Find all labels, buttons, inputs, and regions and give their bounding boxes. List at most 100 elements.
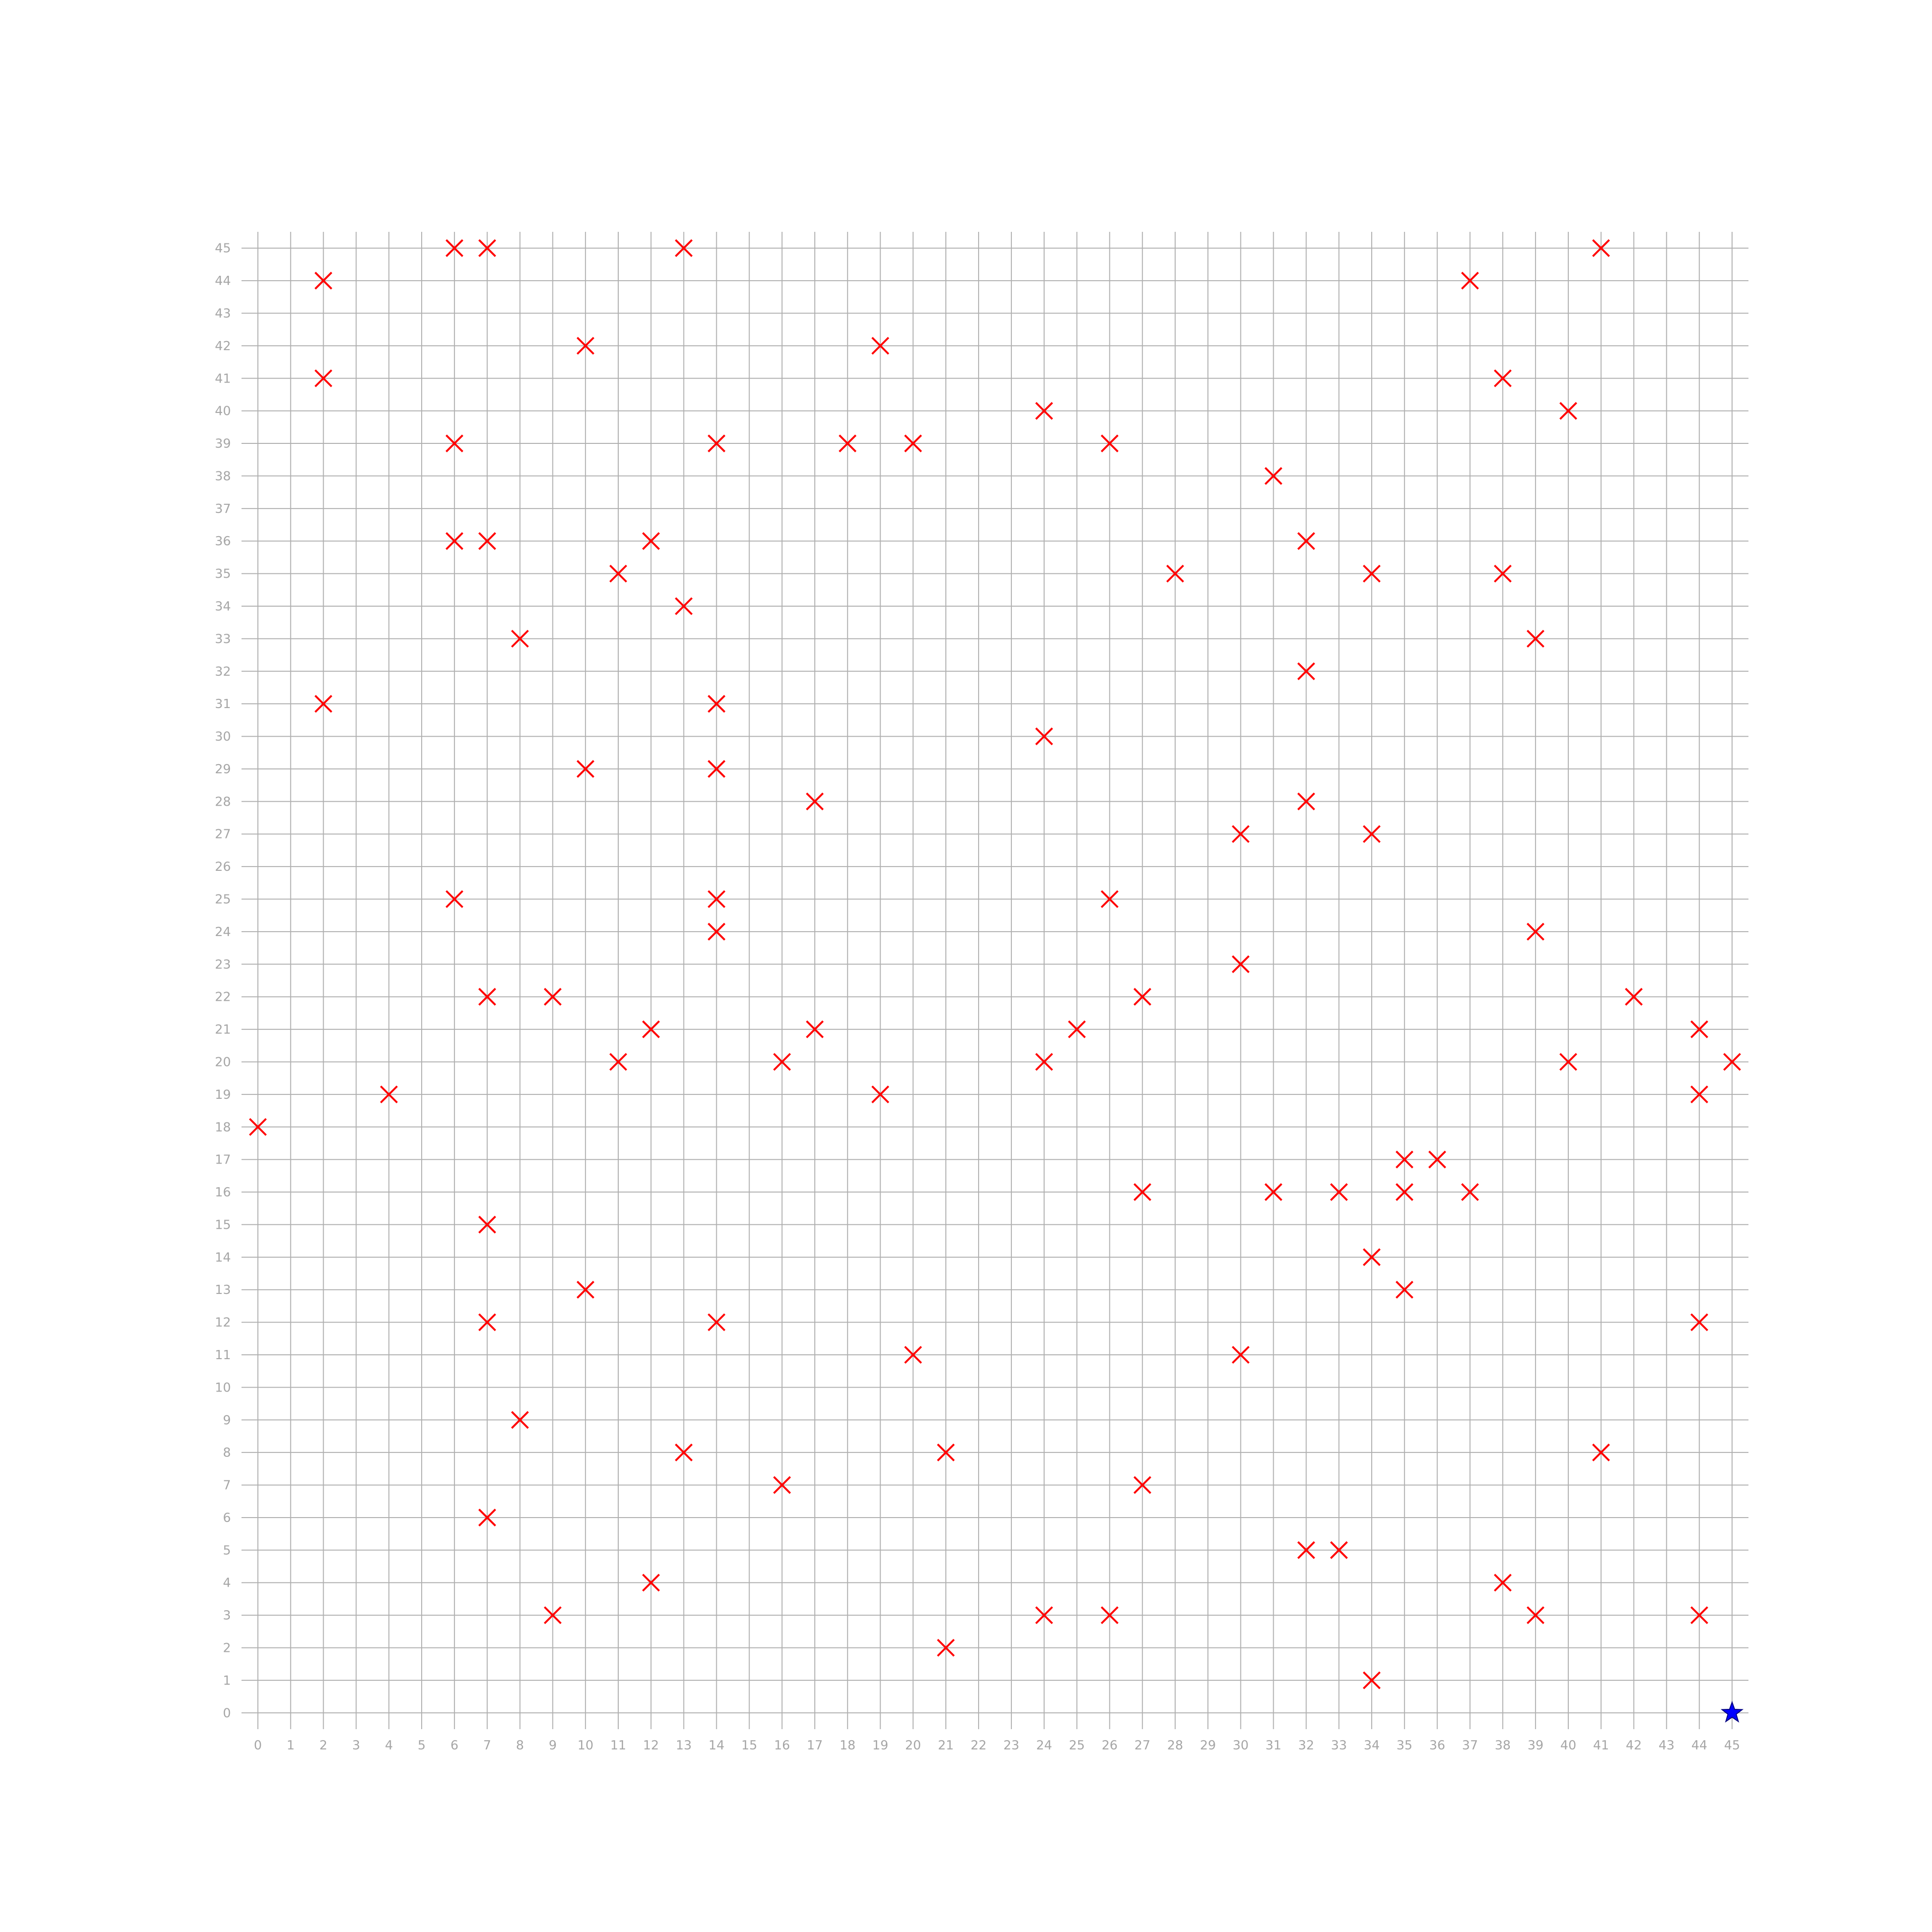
x-marker — [1690, 1313, 1708, 1332]
x-tick-label: 0 — [254, 1738, 262, 1753]
x-tick-label: 28 — [1167, 1738, 1183, 1753]
x-marker — [1461, 1183, 1479, 1201]
x-marker — [1690, 1020, 1708, 1038]
x-axis-tick-labels: 0 1 2 3 4 5 6 7 8 9 10 11 12 13 14 15 16 17 18 19 20 21 22 23 24… — [254, 1738, 1740, 1753]
y-tick-label: 37 — [215, 502, 231, 516]
x-marker — [708, 890, 725, 908]
x-marker — [675, 239, 693, 257]
x-tick-label: 27 — [1135, 1738, 1151, 1753]
x-marker — [1133, 988, 1151, 1006]
y-tick-label: 12 — [215, 1316, 231, 1330]
star-marker — [1720, 1701, 1744, 1723]
x-marker — [937, 1443, 955, 1462]
x-marker — [1559, 1053, 1577, 1071]
y-tick-label: 34 — [215, 599, 231, 614]
x-marker — [576, 1280, 595, 1299]
x-marker — [1232, 1346, 1250, 1364]
x-tick-label: 34 — [1364, 1738, 1379, 1753]
x-marker — [1363, 825, 1381, 843]
y-tick-label: 22 — [215, 990, 231, 1005]
y-tick-label: 7 — [223, 1478, 231, 1493]
x-tick-label: 31 — [1265, 1738, 1281, 1753]
y-tick-label: 2 — [223, 1641, 231, 1656]
x-marker — [609, 1053, 627, 1071]
x-tick-label: 13 — [676, 1738, 692, 1753]
x-marker — [1526, 923, 1545, 941]
y-tick-label: 35 — [215, 567, 231, 582]
y-tick-label: 1 — [223, 1674, 231, 1688]
y-tick-label: 17 — [215, 1153, 231, 1167]
y-tick-label: 44 — [215, 274, 231, 288]
y-tick-label: 32 — [215, 665, 231, 679]
x-marker — [543, 988, 562, 1006]
x-marker — [675, 1443, 693, 1462]
x-marker — [445, 239, 464, 257]
x-marker — [478, 1216, 497, 1234]
y-tick-label: 36 — [215, 534, 231, 549]
x-marker — [806, 792, 824, 810]
y-tick-label: 0 — [223, 1706, 231, 1720]
y-tick-label: 24 — [215, 925, 231, 939]
x-tick-label: 45 — [1724, 1738, 1740, 1753]
y-tick-label: 38 — [215, 469, 231, 483]
x-tick-label: 42 — [1626, 1738, 1642, 1753]
x-marker — [1100, 434, 1119, 453]
x-tick-label: 19 — [872, 1738, 888, 1753]
y-tick-label: 19 — [215, 1088, 231, 1102]
x-marker — [1493, 565, 1512, 583]
x-marker — [871, 1085, 890, 1104]
x-tick-label: 35 — [1396, 1738, 1412, 1753]
y-tick-label: 31 — [215, 697, 231, 711]
x-marker — [708, 434, 725, 453]
x-marker — [904, 434, 922, 453]
x-marker — [1035, 1053, 1053, 1071]
x-marker — [1133, 1476, 1151, 1494]
x-marker — [1166, 565, 1184, 583]
x-marker — [1395, 1280, 1414, 1299]
x-marker — [708, 923, 725, 941]
x-marker — [511, 1411, 529, 1429]
x-tick-label: 6 — [451, 1738, 459, 1753]
x-tick-label: 36 — [1429, 1738, 1445, 1753]
x-marker — [1526, 629, 1545, 648]
x-marker — [314, 695, 332, 713]
y-tick-label: 30 — [215, 730, 231, 744]
data-markers — [249, 239, 1744, 1723]
y-tick-label: 25 — [215, 893, 231, 907]
y-tick-label: 26 — [215, 860, 231, 874]
x-tick-label: 33 — [1331, 1738, 1347, 1753]
x-marker — [445, 890, 464, 908]
x-marker — [1035, 727, 1053, 745]
x-marker — [1395, 1151, 1414, 1169]
x-marker — [773, 1053, 791, 1071]
y-tick-label: 6 — [223, 1511, 231, 1525]
x-marker — [1559, 402, 1577, 420]
x-marker — [1330, 1183, 1348, 1201]
x-marker — [478, 239, 497, 257]
y-tick-label: 14 — [215, 1250, 231, 1265]
x-marker — [576, 337, 595, 355]
x-marker — [1461, 271, 1479, 290]
x-tick-label: 1 — [286, 1738, 295, 1753]
x-marker — [806, 1020, 824, 1038]
x-marker — [478, 1313, 497, 1332]
x-tick-label: 23 — [1003, 1738, 1019, 1753]
x-marker — [1297, 1541, 1315, 1559]
x-marker — [642, 1574, 660, 1592]
x-marker — [609, 565, 627, 583]
y-tick-label: 27 — [215, 827, 231, 842]
y-tick-label: 42 — [215, 339, 231, 354]
x-tick-label: 25 — [1069, 1738, 1085, 1753]
x-marker — [1395, 1183, 1414, 1201]
y-tick-label: 21 — [215, 1023, 231, 1037]
x-marker — [314, 369, 332, 387]
x-tick-label: 43 — [1659, 1738, 1675, 1753]
x-marker — [871, 337, 890, 355]
x-marker — [1297, 792, 1315, 810]
x-marker — [1526, 1606, 1545, 1624]
x-marker — [1428, 1151, 1447, 1169]
x-marker — [314, 271, 332, 290]
y-tick-label: 40 — [215, 404, 231, 419]
x-marker — [1297, 662, 1315, 681]
